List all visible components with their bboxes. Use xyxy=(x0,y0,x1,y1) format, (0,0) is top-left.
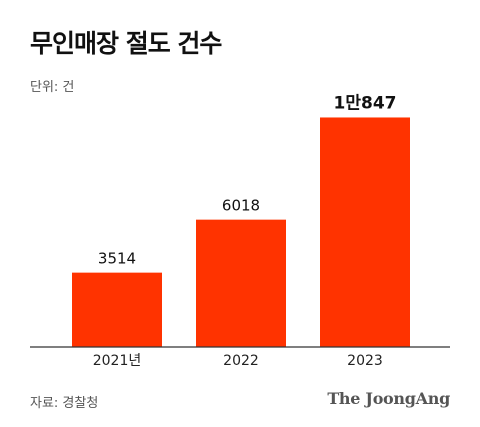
bar-3 xyxy=(320,117,410,348)
bar-value-label-1: 3514 xyxy=(98,250,136,268)
bar-value-label-3: 1만847 xyxy=(334,93,397,113)
unit-label: 단위: 건 xyxy=(30,80,75,95)
bar-value-label-2: 6018 xyxy=(222,197,260,215)
x-tick-label-1: 2021년 xyxy=(93,353,142,369)
x-tick-label-2: 2022 xyxy=(223,353,259,369)
bar-2 xyxy=(196,219,286,347)
source-label: 자료: 경찰청 xyxy=(30,396,99,411)
x-tick-label-3: 2023 xyxy=(347,353,383,369)
bar-1 xyxy=(72,272,162,347)
chart-title: 무인매장 절도 건수 xyxy=(30,29,222,58)
brand-logo: The JoongAng xyxy=(327,389,450,408)
